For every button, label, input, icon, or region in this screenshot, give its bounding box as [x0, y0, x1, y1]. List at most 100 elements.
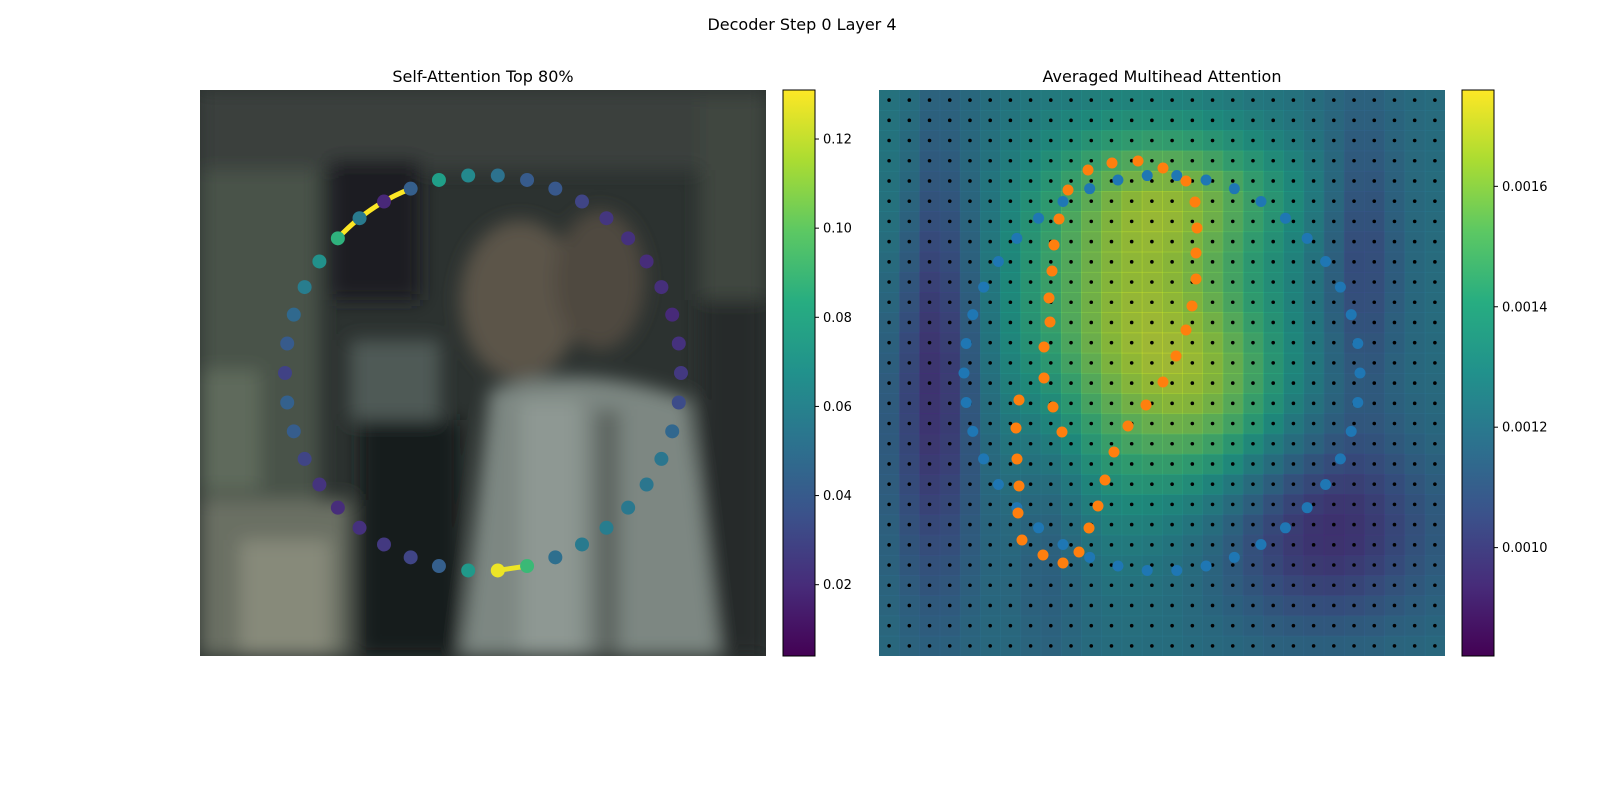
grid-point — [1008, 340, 1013, 345]
grid-point — [1069, 502, 1073, 507]
grid-point — [1251, 543, 1255, 547]
grid-point — [1311, 583, 1316, 588]
grid-point — [1230, 482, 1235, 486]
grid-point — [1190, 563, 1195, 567]
grid-point — [1150, 623, 1154, 628]
grid-point — [947, 644, 952, 648]
grid-point — [988, 421, 992, 426]
blue-series-point — [1171, 564, 1183, 576]
grid-point — [1129, 340, 1134, 345]
grid-point — [968, 421, 972, 426]
grid-point — [1311, 603, 1316, 608]
grid-point — [887, 603, 891, 608]
grid-point — [1271, 118, 1275, 123]
grid-point — [947, 118, 952, 123]
grid-point — [1372, 340, 1377, 345]
grid-point — [968, 300, 972, 305]
grid-point — [1311, 381, 1316, 385]
grid-point — [1150, 340, 1154, 345]
grid-point — [1291, 623, 1296, 628]
grid-point — [1049, 199, 1053, 203]
blue-series-point — [960, 397, 972, 409]
grid-point — [1150, 219, 1154, 224]
blue-series-point — [978, 281, 990, 293]
grid-point — [1433, 401, 1437, 406]
grid-point — [1271, 482, 1275, 486]
grid-point — [1251, 98, 1255, 102]
grid-point — [968, 280, 972, 284]
grid-point — [988, 441, 992, 446]
grid-point — [1251, 462, 1255, 466]
attention-point — [330, 231, 345, 246]
grid-point — [1271, 543, 1275, 547]
grid-point — [988, 219, 992, 224]
grid-point — [907, 502, 912, 507]
attention-point — [671, 336, 686, 351]
grid-point — [1352, 320, 1356, 325]
blue-series-point — [1084, 551, 1096, 563]
grid-point — [1352, 583, 1356, 588]
grid-point — [1210, 401, 1215, 406]
grid-point — [927, 239, 932, 244]
grid-point — [1069, 522, 1073, 527]
grid-point — [1109, 502, 1114, 507]
grid-point — [1230, 98, 1235, 102]
grid-point — [1392, 300, 1397, 305]
grid-point — [1332, 260, 1336, 264]
grid-point — [1109, 462, 1114, 466]
grid-point — [1372, 623, 1377, 628]
grid-point — [947, 603, 952, 608]
grid-point — [988, 462, 992, 466]
grid-point — [1049, 543, 1053, 547]
grid-point — [1412, 583, 1417, 588]
colorbar-tick-label: 0.04 — [823, 489, 852, 504]
grid-point — [1251, 179, 1255, 183]
grid-point — [1089, 543, 1094, 547]
grid-point — [1210, 381, 1215, 385]
orange-series-point — [1057, 557, 1069, 569]
grid-point — [887, 563, 891, 567]
grid-point — [1433, 361, 1437, 365]
grid-point — [1412, 219, 1417, 224]
grid-point — [1028, 502, 1033, 507]
grid-point — [1190, 482, 1195, 486]
grid-point — [1150, 502, 1154, 507]
grid-point — [1230, 441, 1235, 446]
grid-point — [1291, 543, 1296, 547]
blue-series-point — [1228, 551, 1240, 563]
grid-point — [1028, 361, 1033, 365]
grid-point — [1291, 381, 1296, 385]
grid-point — [1230, 644, 1235, 648]
grid-point — [1372, 522, 1377, 527]
grid-point — [1352, 543, 1356, 547]
grid-point — [1311, 98, 1316, 102]
grid-point — [887, 583, 891, 588]
grid-point — [1291, 280, 1296, 284]
grid-point — [968, 482, 972, 486]
grid-point — [1129, 118, 1134, 123]
grid-point — [1230, 158, 1235, 163]
grid-point — [1291, 179, 1296, 183]
grid-point — [1372, 138, 1377, 143]
orange-series-point — [1099, 474, 1111, 486]
grid-point — [1069, 118, 1073, 123]
grid-point — [1433, 502, 1437, 507]
grid-point — [988, 280, 992, 284]
grid-point — [1311, 623, 1316, 628]
attention-point — [665, 424, 680, 439]
grid-point — [1049, 280, 1053, 284]
grid-point — [1271, 199, 1275, 203]
grid-point — [1392, 543, 1397, 547]
grid-point — [1392, 482, 1397, 486]
grid-point — [1392, 219, 1397, 224]
grid-point — [1170, 522, 1174, 527]
grid-point — [1109, 421, 1114, 426]
blue-series-point — [992, 255, 1004, 267]
grid-point — [1150, 563, 1154, 567]
orange-series-point — [1038, 372, 1050, 384]
grid-point — [1008, 199, 1013, 203]
orange-series-point — [1132, 155, 1144, 167]
grid-point — [1372, 421, 1377, 426]
grid-point — [1008, 462, 1013, 466]
grid-point — [887, 118, 891, 123]
